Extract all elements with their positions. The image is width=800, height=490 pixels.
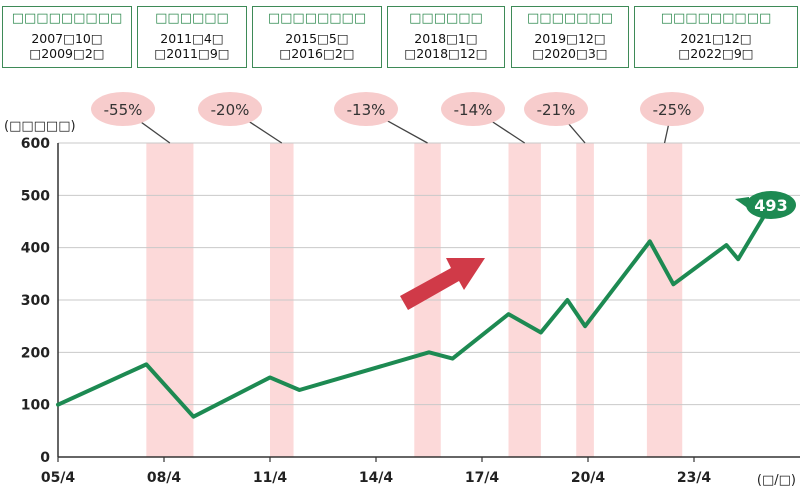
drop-percentage: -14% xyxy=(454,101,493,119)
event-title: □□□□□□ xyxy=(409,11,483,26)
drop-badge xyxy=(524,92,588,126)
event-box: □□□□□□□□□ 2007□10□ □2009□2□ xyxy=(2,6,132,68)
drop-percentage: -21% xyxy=(537,101,576,119)
period-start: 2007□10□ xyxy=(31,31,103,46)
event-title: □□□□□□□□□ xyxy=(660,11,772,26)
end-label-badge xyxy=(746,191,796,219)
x-tick-label: 14/4 xyxy=(359,470,394,486)
event-title: □□□□□□□□ xyxy=(267,11,367,26)
drop-badge xyxy=(91,92,155,126)
event-box: □□□□□□□□□ 2021□12□ □2022□9□ xyxy=(634,6,798,68)
x-tick-label: 23/4 xyxy=(677,470,712,486)
y-tick-label: 500 xyxy=(21,188,50,204)
event-title: □□□□□□□ xyxy=(527,11,613,26)
y-tick-label: 0 xyxy=(40,450,50,466)
event-period: 2015□5□ □2016□2□ xyxy=(253,31,381,61)
event-box: □□□□□□□□ 2015□5□ □2016□2□ xyxy=(252,6,382,68)
drop-badge xyxy=(441,92,505,126)
period-end: □2018□12□ xyxy=(404,46,488,61)
drop-badge xyxy=(198,92,262,126)
x-tick-label: 11/4 xyxy=(253,470,288,486)
event-period: 2011□4□ □2011□9□ xyxy=(138,31,246,61)
period-end: □2016□2□ xyxy=(279,46,355,61)
x-tick-label: 17/4 xyxy=(465,470,500,486)
event-box: □□□□□□ 2018□1□ □2018□12□ xyxy=(387,6,505,68)
period-end: □2009□2□ xyxy=(29,46,105,61)
x-tick-label: 05/4 xyxy=(41,470,76,486)
event-title: □□□□□□□□□ xyxy=(11,11,123,26)
event-period: 2019□12□ □2020□3□ xyxy=(512,31,628,61)
period-start: 2011□4□ xyxy=(160,31,224,46)
period-start: 2021□12□ xyxy=(680,31,752,46)
period-end: □2020□3□ xyxy=(532,46,608,61)
period-start: 2019□12□ xyxy=(534,31,606,46)
period-start: 2015□5□ xyxy=(285,31,349,46)
price-line xyxy=(56,193,779,419)
y-tick-label: 600 xyxy=(21,136,50,152)
period-start: 2018□1□ xyxy=(414,31,478,46)
x-tick-label: 20/4 xyxy=(571,470,606,486)
drop-badge xyxy=(334,92,398,126)
end-value-label: 493 xyxy=(754,196,787,215)
y-tick-label: 200 xyxy=(21,345,50,361)
period-end: □2011□9□ xyxy=(154,46,230,61)
drop-percentage: -55% xyxy=(104,101,143,119)
drop-percentage: -25% xyxy=(653,101,692,119)
event-box: □□□□□□ 2011□4□ □2011□9□ xyxy=(137,6,247,68)
x-tick-label: 08/4 xyxy=(147,470,182,486)
y-axis-unit: (□□□□□) xyxy=(4,119,76,134)
y-tick-label: 100 xyxy=(21,398,50,414)
drop-badge xyxy=(640,92,704,126)
event-period: 2021□12□ □2022□9□ xyxy=(635,31,797,61)
event-title: □□□□□□ xyxy=(155,11,229,26)
y-tick-label: 300 xyxy=(21,293,50,309)
y-tick-label: 400 xyxy=(21,241,50,257)
x-axis-unit: (□/□) xyxy=(757,473,796,488)
event-box: □□□□□□□ 2019□12□ □2020□3□ xyxy=(511,6,629,68)
period-end: □2022□9□ xyxy=(678,46,754,61)
event-period: 2018□1□ □2018□12□ xyxy=(388,31,504,61)
event-period: 2007□10□ □2009□2□ xyxy=(3,31,131,61)
drop-percentage: -20% xyxy=(211,101,250,119)
end-label-pointer xyxy=(735,197,749,209)
drop-percentage: -13% xyxy=(347,101,386,119)
trend-arrow xyxy=(400,258,485,310)
